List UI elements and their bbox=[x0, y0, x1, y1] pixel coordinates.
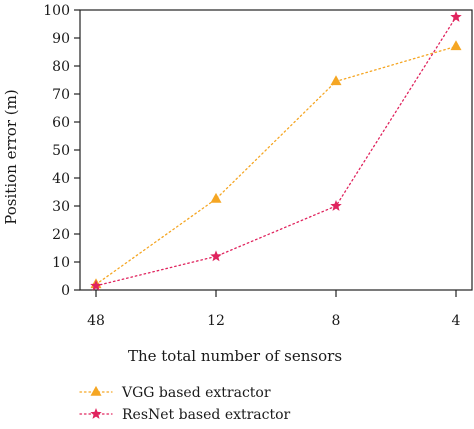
y-tick-label: 80 bbox=[52, 59, 70, 75]
y-tick-label: 70 bbox=[52, 87, 70, 103]
data-point-resnet bbox=[330, 200, 342, 211]
x-tick-label: 4 bbox=[452, 313, 461, 329]
data-point-resnet bbox=[90, 279, 102, 291]
legend-label-resnet: ResNet based extractor bbox=[122, 407, 291, 423]
data-point-vgg bbox=[330, 75, 342, 86]
y-tick-label: 100 bbox=[43, 3, 70, 19]
plot-area bbox=[79, 9, 473, 291]
legend-item-resnet: ResNet based extractor bbox=[79, 407, 291, 423]
series-line-vgg bbox=[95, 45, 457, 286]
data-point-vgg bbox=[210, 192, 222, 203]
y-tick-label: 10 bbox=[52, 255, 70, 271]
y-tick-label: 40 bbox=[52, 171, 70, 187]
series-line-resnet bbox=[95, 16, 457, 287]
legend-marker-vgg bbox=[90, 385, 102, 396]
y-tick-label: 90 bbox=[52, 31, 70, 47]
y-tick-label: 30 bbox=[52, 199, 70, 215]
y-tick-label: 20 bbox=[52, 227, 70, 243]
data-point-resnet bbox=[210, 250, 222, 262]
series-vgg bbox=[90, 40, 462, 289]
series-resnet bbox=[90, 11, 462, 291]
data-point-resnet bbox=[450, 11, 462, 22]
x-tick-label: 48 bbox=[87, 313, 105, 329]
legend: VGG based extractor ResNet based extracto… bbox=[79, 385, 291, 423]
y-axis-label: Position error (m) bbox=[2, 89, 20, 224]
y-tick-label: 60 bbox=[52, 115, 70, 131]
data-point-vgg bbox=[450, 40, 462, 51]
y-tick-label: 50 bbox=[52, 143, 70, 159]
series-layer bbox=[90, 11, 462, 291]
legend-marker-resnet bbox=[90, 408, 102, 419]
x-tick-label: 12 bbox=[207, 313, 225, 329]
legend-item-vgg: VGG based extractor bbox=[79, 385, 271, 401]
y-axis: 0 10 20 30 40 50 60 70 80 90 100 bbox=[43, 3, 80, 299]
x-axis-label: The total number of sensors bbox=[128, 347, 342, 365]
y-tick-label: 0 bbox=[61, 283, 70, 299]
x-axis: 48 12 8 4 bbox=[87, 290, 461, 329]
plot-frame bbox=[79, 9, 473, 291]
x-tick-label: 8 bbox=[332, 313, 341, 329]
legend-label-vgg: VGG based extractor bbox=[121, 385, 271, 401]
